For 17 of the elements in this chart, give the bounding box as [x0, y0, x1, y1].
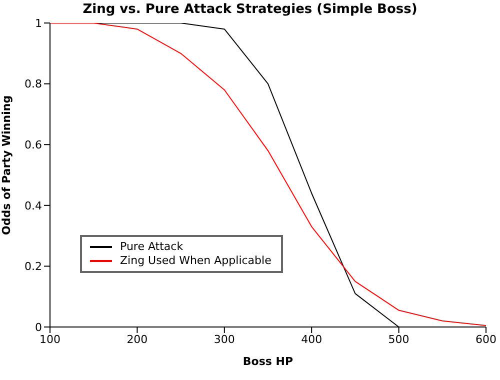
chart-title: Zing vs. Pure Attack Strategies (Simple Boss) — [82, 2, 418, 17]
x-tick-label: 300 — [214, 332, 235, 346]
y-tick-label: 0.6 — [24, 138, 42, 152]
x-tick-label: 200 — [126, 332, 148, 346]
x-tick-label: 400 — [301, 332, 322, 346]
y-axis-title: Odds of Party Winning — [0, 95, 13, 235]
x-axis-title: Boss HP — [242, 355, 294, 368]
y-tick-label: 1 — [35, 16, 42, 30]
x-tick-label: 600 — [476, 332, 496, 346]
y-tick-label: 0.8 — [24, 78, 42, 91]
legend-label: Pure Attack — [120, 240, 184, 254]
x-tick-label: 100 — [40, 332, 60, 346]
x-tick-label: 500 — [388, 332, 410, 346]
y-tick-label: 0 — [35, 320, 42, 334]
y-tick-label: 0.2 — [24, 260, 42, 274]
legend-label: Zing Used When Applicable — [120, 254, 272, 268]
y-tick-label: 0.4 — [24, 199, 42, 212]
